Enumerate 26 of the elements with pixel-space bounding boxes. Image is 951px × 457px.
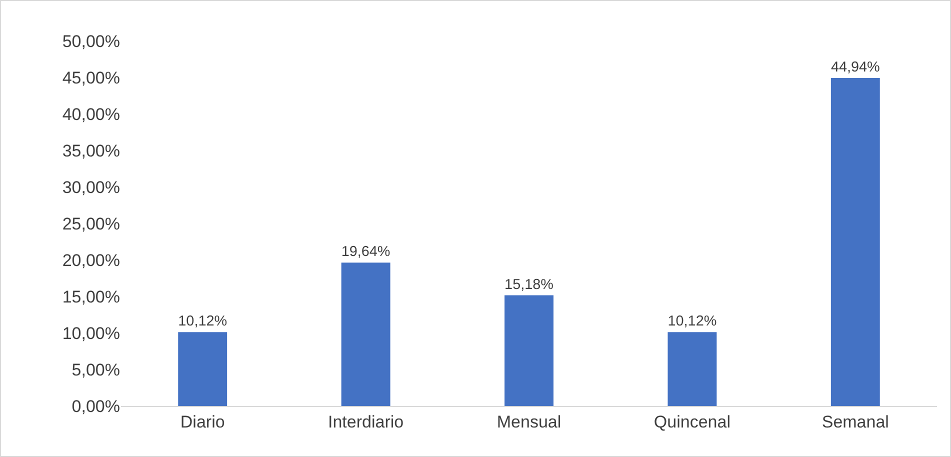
data-label: 44,94% (830, 60, 880, 76)
y-tick-label: 5,00% (72, 360, 120, 380)
bar (341, 262, 390, 406)
y-tick-label: 15,00% (62, 287, 120, 306)
y-tick-label: 50,00% (62, 32, 120, 51)
y-tick-label: 40,00% (62, 104, 120, 124)
data-label: 10,12% (668, 314, 717, 330)
data-label: 15,18% (504, 276, 554, 293)
y-tick-label: 20,00% (62, 250, 120, 270)
bar (668, 332, 717, 406)
bar (178, 332, 228, 406)
y-tick-label: 25,00% (62, 214, 120, 234)
data-label: 19,64% (341, 244, 390, 260)
x-tick-label: Mensual (496, 412, 562, 432)
y-tick-label: 30,00% (62, 178, 120, 197)
y-tick-label: 45,00% (62, 68, 120, 88)
y-tick-label: 35,00% (62, 141, 120, 160)
data-label: 10,12% (178, 314, 228, 330)
x-tick-label: Quincenal (654, 412, 730, 432)
y-tick-label: 0,00% (72, 396, 120, 416)
y-tick-label: 10,00% (62, 324, 120, 343)
x-tick-label: Interdiario (328, 412, 404, 432)
bar (830, 78, 880, 406)
x-tick-label: Semanal (822, 412, 889, 432)
bar (504, 295, 554, 406)
x-tick-label: Diario (180, 412, 225, 432)
